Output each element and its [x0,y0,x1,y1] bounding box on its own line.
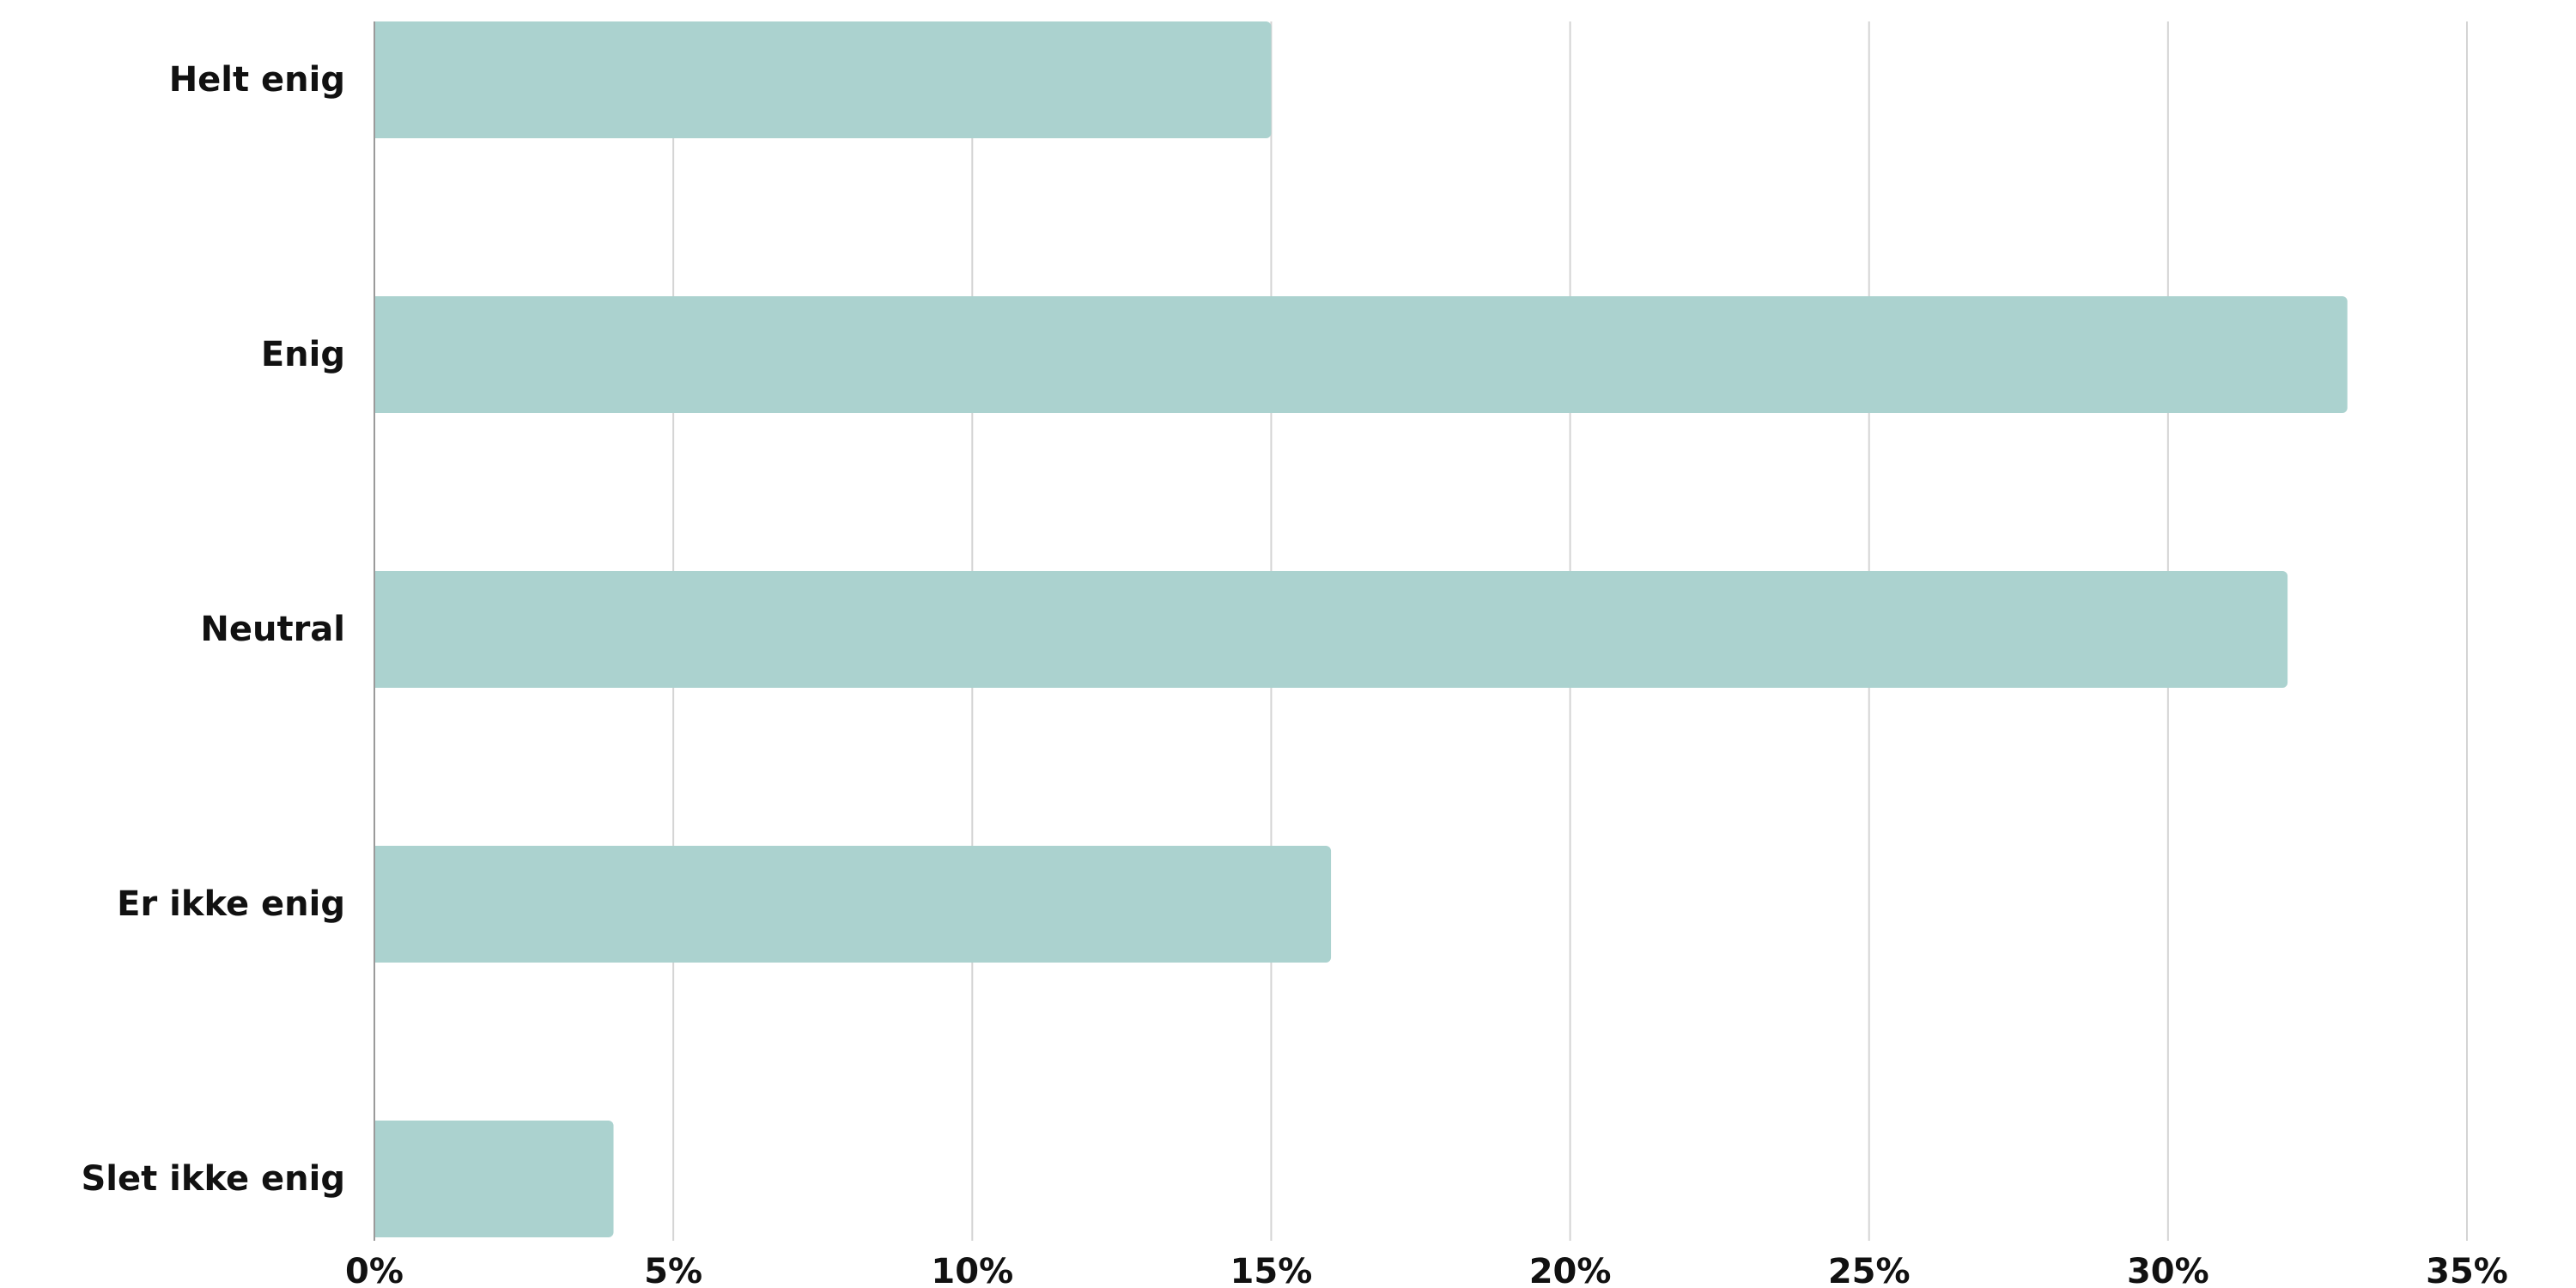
bars [374,21,2348,1237]
bar-left-edge [374,571,383,688]
bar-enig [374,296,2348,413]
category-label: Er ikke enig [117,884,345,924]
bar-neutral [374,571,2288,688]
bar-left-edge [374,296,383,413]
x-tick-label: 30% [2127,1252,2209,1288]
bar-left-edge [374,21,383,138]
bar-slet-ikke-enig [374,1121,614,1237]
x-tick-label: 0% [345,1252,404,1288]
category-label: Slet ikke enig [81,1159,345,1199]
category-label: Enig [261,335,345,374]
bar-helt-enig [374,21,1272,138]
bar-left-edge [374,1121,383,1237]
category-label: Helt enig [169,60,345,100]
category-labels: Helt enig Enig Neutral Er ikke enig Slet ikk… [81,60,345,1199]
x-tick-label: 20% [1529,1252,1612,1288]
bar-er-ikke-enig [374,846,1332,963]
bar-left-edge [374,846,383,963]
category-label: Neutral [200,610,345,649]
x-tick-label: 5% [644,1252,702,1288]
x-tick-label: 10% [931,1252,1013,1288]
x-tick-labels: 0% 5% 10% 15% 20% 25% 30% 35% [345,1252,2508,1288]
x-tick-label: 15% [1230,1252,1313,1288]
x-tick-label: 25% [1828,1252,1911,1288]
x-tick-label: 35% [2426,1252,2508,1288]
